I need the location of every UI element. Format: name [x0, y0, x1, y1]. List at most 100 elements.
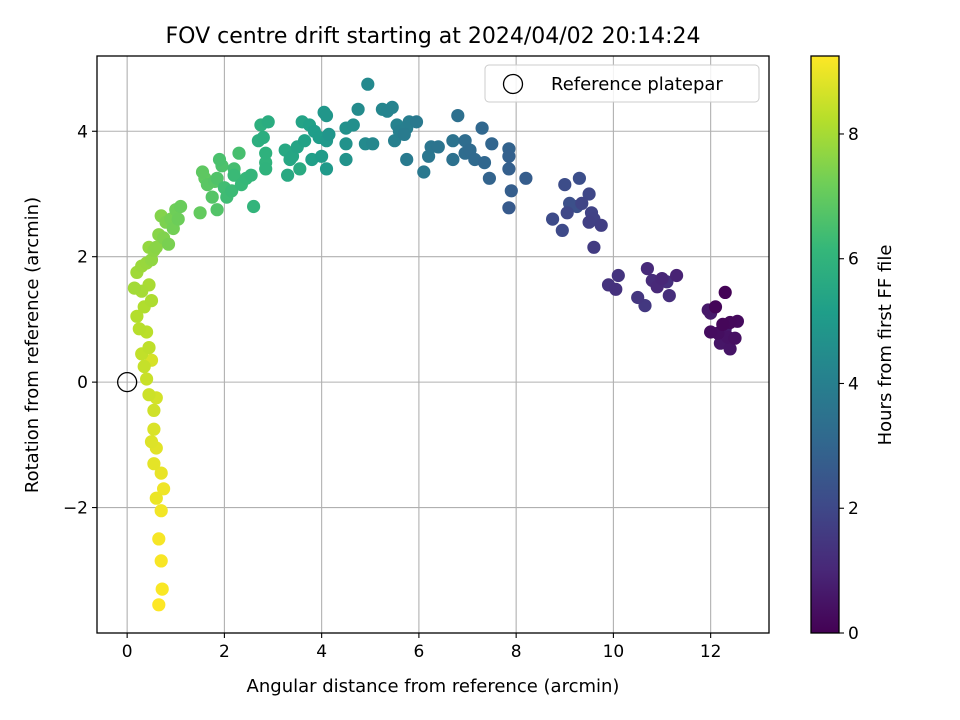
data-point [587, 240, 601, 254]
data-point [655, 272, 669, 286]
data-point [149, 491, 163, 505]
data-point [174, 199, 188, 214]
data-point [546, 212, 560, 226]
data-point [361, 77, 375, 91]
data-point [582, 215, 596, 229]
colorbar: 0 2 4 6 8 Hours from first FF file [810, 55, 896, 644]
data-point [502, 201, 516, 215]
data-point [723, 342, 737, 356]
y-tick-label: 4 [77, 122, 88, 142]
data-point [149, 240, 163, 254]
data-point [385, 100, 399, 114]
data-point [210, 171, 224, 185]
data-point [519, 171, 533, 185]
data-point [281, 168, 295, 182]
y-axis: −2 0 2 4 [63, 122, 97, 519]
chart-title: FOV centre drift starting at 2024/04/02 … [166, 24, 701, 49]
data-point [154, 504, 168, 518]
legend-marker [502, 73, 524, 95]
data-point [210, 203, 224, 217]
data-point [558, 178, 572, 192]
data-point [446, 134, 460, 148]
data-point [594, 218, 608, 232]
data-point [147, 457, 161, 471]
data-point [397, 127, 411, 141]
scatter-points [127, 77, 745, 612]
data-point [227, 168, 241, 182]
data-point [339, 137, 353, 151]
data-point [147, 422, 161, 436]
colorbar-label: Hours from first FF file [875, 245, 896, 446]
data-point [417, 165, 431, 179]
data-point [728, 331, 742, 345]
data-point [140, 372, 154, 386]
data-point [631, 290, 645, 305]
data-point [142, 341, 156, 355]
data-point [572, 171, 587, 185]
colorbar-gradient [811, 56, 839, 633]
data-point [195, 165, 210, 179]
colorbar-tick-label: 6 [848, 250, 859, 270]
data-point [502, 162, 516, 176]
data-point [155, 582, 169, 596]
data-point [319, 162, 334, 176]
legend-box [484, 64, 760, 103]
data-point [609, 282, 623, 296]
data-point [225, 184, 239, 198]
data-point [339, 152, 353, 167]
colorbar-ticks: 0 2 4 6 8 [839, 125, 859, 644]
data-point [154, 554, 168, 568]
data-point [247, 199, 261, 214]
data-point [319, 109, 334, 123]
data-point [127, 281, 141, 295]
data-point [259, 146, 273, 160]
reference-marker [116, 371, 138, 393]
data-point [130, 309, 144, 323]
data-point [193, 206, 207, 220]
data-point [322, 127, 336, 141]
data-point [575, 196, 589, 210]
data-point [611, 268, 625, 283]
legend: Reference platepar [484, 64, 760, 103]
data-point [171, 212, 185, 226]
data-point [298, 134, 312, 148]
data-point [256, 130, 270, 145]
y-tick-label: −2 [63, 499, 88, 519]
data-point [582, 187, 596, 201]
data-point [446, 152, 460, 167]
data-point [708, 300, 723, 314]
x-tick-label: 0 [122, 642, 133, 662]
data-point [144, 435, 159, 449]
data-point [259, 162, 273, 176]
data-point [662, 289, 676, 303]
data-point [560, 206, 574, 220]
data-point [244, 168, 258, 182]
legend-label: Reference platepar [551, 74, 723, 95]
x-axis: 0 2 4 6 8 10 12 [122, 633, 721, 662]
data-point [477, 156, 492, 170]
colorbar-tick-label: 4 [848, 374, 859, 394]
data-point [137, 359, 151, 374]
colorbar-tick-label: 0 [848, 624, 859, 644]
data-point [431, 140, 445, 154]
colorbar-tick-label: 8 [848, 125, 859, 145]
data-point [718, 285, 732, 299]
data-point [400, 152, 414, 167]
data-point [205, 190, 219, 204]
x-tick-label: 4 [316, 642, 327, 662]
data-point [232, 146, 246, 160]
data-point [504, 184, 518, 198]
data-point [670, 268, 684, 283]
data-point [346, 118, 360, 132]
y-tick-label: 2 [77, 248, 88, 268]
data-point [161, 237, 176, 251]
data-point [212, 152, 227, 167]
x-tick-label: 10 [603, 642, 625, 662]
x-tick-label: 2 [219, 642, 230, 662]
data-point [315, 149, 329, 163]
data-point [157, 482, 171, 496]
data-point [366, 137, 380, 151]
data-point [351, 102, 365, 116]
data-point [502, 149, 516, 163]
